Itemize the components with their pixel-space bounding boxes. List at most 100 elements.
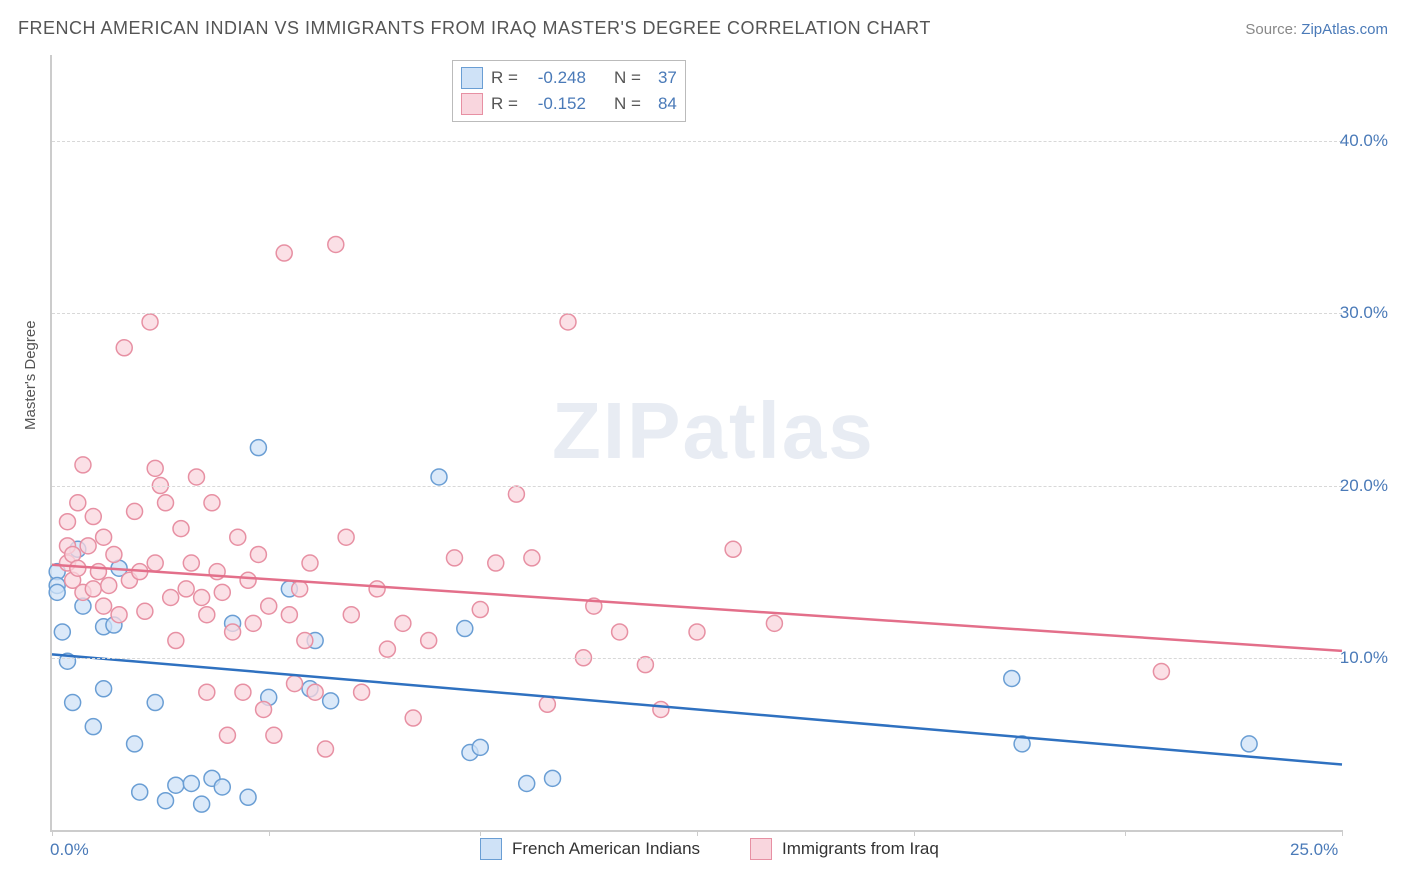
scatter-point: [766, 615, 782, 631]
scatter-point: [106, 546, 122, 562]
scatter-point: [256, 701, 272, 717]
scatter-point: [297, 633, 313, 649]
stat-r-value: -0.248: [526, 68, 586, 88]
scatter-point: [276, 245, 292, 261]
stat-r-label: R =: [491, 68, 518, 88]
scatter-point: [287, 676, 303, 692]
scatter-point: [560, 314, 576, 330]
scatter-point: [85, 581, 101, 597]
stat-r-label: R =: [491, 94, 518, 114]
scatter-point: [637, 657, 653, 673]
source-link[interactable]: ZipAtlas.com: [1301, 21, 1388, 38]
scatter-point: [101, 577, 117, 593]
y-tick-label: 40.0%: [1340, 131, 1388, 151]
scatter-point: [127, 503, 143, 519]
gridline: [52, 658, 1342, 659]
y-axis-label: Master's Degree: [22, 320, 39, 430]
stats-legend-box: R =-0.248N =37R =-0.152N =84: [452, 60, 686, 122]
scatter-point: [653, 701, 669, 717]
x-tick: [480, 830, 481, 836]
x-tick: [697, 830, 698, 836]
scatter-point: [142, 314, 158, 330]
scatter-point: [70, 560, 86, 576]
scatter-point: [323, 693, 339, 709]
trend-line: [52, 654, 1342, 764]
x-tick: [52, 830, 53, 836]
scatter-point: [204, 495, 220, 511]
scatter-point: [240, 789, 256, 805]
scatter-point: [188, 469, 204, 485]
scatter-point: [183, 776, 199, 792]
scatter-point: [379, 641, 395, 657]
scatter-point: [158, 495, 174, 511]
scatter-point: [421, 633, 437, 649]
scatter-point: [173, 521, 189, 537]
stat-n-value: 37: [649, 68, 677, 88]
stat-r-value: -0.152: [526, 94, 586, 114]
scatter-point: [250, 546, 266, 562]
scatter-point: [85, 509, 101, 525]
scatter-point: [245, 615, 261, 631]
stats-row: R =-0.152N =84: [461, 91, 677, 117]
gridline: [52, 141, 1342, 142]
x-tick: [914, 830, 915, 836]
scatter-point: [395, 615, 411, 631]
scatter-point: [508, 486, 524, 502]
scatter-point: [111, 607, 127, 623]
scatter-point: [302, 555, 318, 571]
scatter-point: [317, 741, 333, 757]
scatter-point: [338, 529, 354, 545]
scatter-point: [116, 340, 132, 356]
scatter-point: [472, 602, 488, 618]
gridline: [52, 486, 1342, 487]
legend-swatch: [461, 67, 483, 89]
scatter-point: [446, 550, 462, 566]
chart-title: FRENCH AMERICAN INDIAN VS IMMIGRANTS FRO…: [18, 18, 931, 39]
scatter-point: [59, 514, 75, 530]
scatter-point: [147, 555, 163, 571]
scatter-point: [250, 440, 266, 456]
scatter-point: [1004, 670, 1020, 686]
x-tick: [1342, 830, 1343, 836]
source-label: Source: ZipAtlas.com: [1245, 21, 1388, 38]
scatter-point: [354, 684, 370, 700]
scatter-point: [261, 598, 277, 614]
scatter-point: [235, 684, 251, 700]
scatter-point: [96, 681, 112, 697]
x-tick-label: 25.0%: [1290, 840, 1338, 860]
scatter-point: [266, 727, 282, 743]
y-tick-label: 10.0%: [1340, 648, 1388, 668]
scatter-point: [49, 584, 65, 600]
x-tick: [1125, 830, 1126, 836]
scatter-point: [539, 696, 555, 712]
scatter-point: [194, 796, 210, 812]
legend-swatch: [461, 93, 483, 115]
scatter-point: [328, 236, 344, 252]
scatter-point: [54, 624, 70, 640]
scatter-point: [612, 624, 628, 640]
scatter-point: [519, 776, 535, 792]
x-tick-label: 0.0%: [50, 840, 89, 860]
scatter-svg: [52, 55, 1342, 830]
scatter-point: [80, 538, 96, 554]
scatter-point: [163, 590, 179, 606]
chart-plot-area: ZIPatlas R =-0.248N =37R =-0.152N =84: [50, 55, 1342, 832]
scatter-point: [147, 695, 163, 711]
scatter-point: [1153, 664, 1169, 680]
stat-n-label: N =: [614, 68, 641, 88]
scatter-point: [178, 581, 194, 597]
legend-item: Immigrants from Iraq: [750, 838, 939, 860]
legend-item: French American Indians: [480, 838, 700, 860]
scatter-point: [65, 695, 81, 711]
scatter-point: [488, 555, 504, 571]
scatter-point: [199, 607, 215, 623]
scatter-point: [90, 564, 106, 580]
scatter-point: [75, 457, 91, 473]
scatter-point: [168, 777, 184, 793]
scatter-point: [230, 529, 246, 545]
scatter-point: [369, 581, 385, 597]
scatter-point: [127, 736, 143, 752]
y-tick-label: 30.0%: [1340, 303, 1388, 323]
scatter-point: [545, 770, 561, 786]
gridline: [52, 313, 1342, 314]
